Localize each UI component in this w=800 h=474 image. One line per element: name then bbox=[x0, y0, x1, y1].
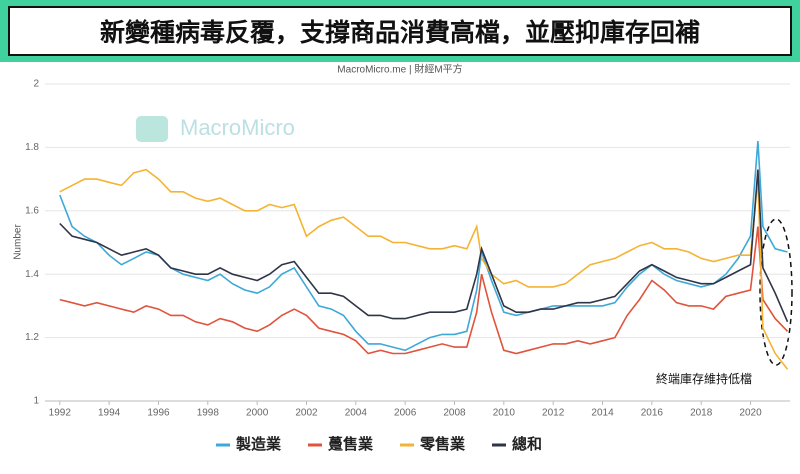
title-banner: 新變種病毒反覆，支撐商品消費高檔，並壓抑庫存回補 bbox=[8, 6, 792, 56]
x-tick-label: 1992 bbox=[49, 408, 72, 419]
x-tick-label: 2004 bbox=[345, 408, 368, 419]
legend-item: 總和 bbox=[492, 435, 542, 453]
legend-item: 躉售業 bbox=[308, 435, 374, 453]
x-tick-label: 2006 bbox=[394, 408, 417, 419]
x-tick-label: 2014 bbox=[591, 408, 614, 419]
y-tick-label: 2 bbox=[33, 79, 39, 90]
series-line bbox=[59, 168, 789, 370]
series-line bbox=[59, 226, 789, 355]
x-tick-label: 1996 bbox=[147, 408, 170, 419]
y-tick-label: 1.6 bbox=[25, 205, 39, 216]
x-tick-label: 2012 bbox=[542, 408, 565, 419]
logo: MacroMicro bbox=[136, 115, 295, 142]
y-axis-label: Number bbox=[13, 224, 24, 260]
series-line bbox=[59, 141, 788, 352]
series-line bbox=[59, 169, 789, 323]
logo-icon bbox=[136, 116, 168, 142]
legend-label: 製造業 bbox=[235, 435, 282, 453]
chart-background bbox=[0, 62, 800, 474]
highlight-ellipse bbox=[759, 218, 793, 366]
x-tick-label: 1994 bbox=[98, 408, 121, 419]
x-tick-label: 2016 bbox=[641, 408, 664, 419]
chart-subtitle: MacroMicro.me | 財經M平方 bbox=[337, 63, 462, 76]
y-tick-label: 1.4 bbox=[25, 269, 39, 280]
legend-item: 製造業 bbox=[216, 435, 282, 453]
chart-title: 新變種病毒反覆，支撐商品消費高檔，並壓抑庫存回補 bbox=[99, 19, 700, 47]
legend-item: 零售業 bbox=[400, 435, 466, 453]
chart: MacroMicro.me | 財經M平方 MacroMicro Number … bbox=[0, 62, 800, 474]
x-tick-label: 2008 bbox=[443, 408, 466, 419]
legend-label: 總和 bbox=[512, 435, 542, 453]
x-tick-label: 2018 bbox=[690, 408, 713, 419]
x-tick-label: 1998 bbox=[197, 408, 220, 419]
legend-label: 躉售業 bbox=[327, 435, 374, 453]
y-tick-label: 1 bbox=[33, 396, 39, 407]
x-tick-label: 2010 bbox=[493, 408, 516, 419]
x-tick-label: 2002 bbox=[295, 408, 318, 419]
x-tick-label: 2000 bbox=[246, 408, 269, 419]
watermark: MacroMicro bbox=[180, 115, 295, 140]
y-tick-label: 1.8 bbox=[25, 142, 39, 153]
x-tick-label: 2020 bbox=[739, 408, 762, 419]
legend-label: 零售業 bbox=[419, 435, 466, 453]
y-tick-label: 1.2 bbox=[25, 332, 39, 343]
annotation: 終端庫存維持低檔 bbox=[656, 371, 752, 386]
